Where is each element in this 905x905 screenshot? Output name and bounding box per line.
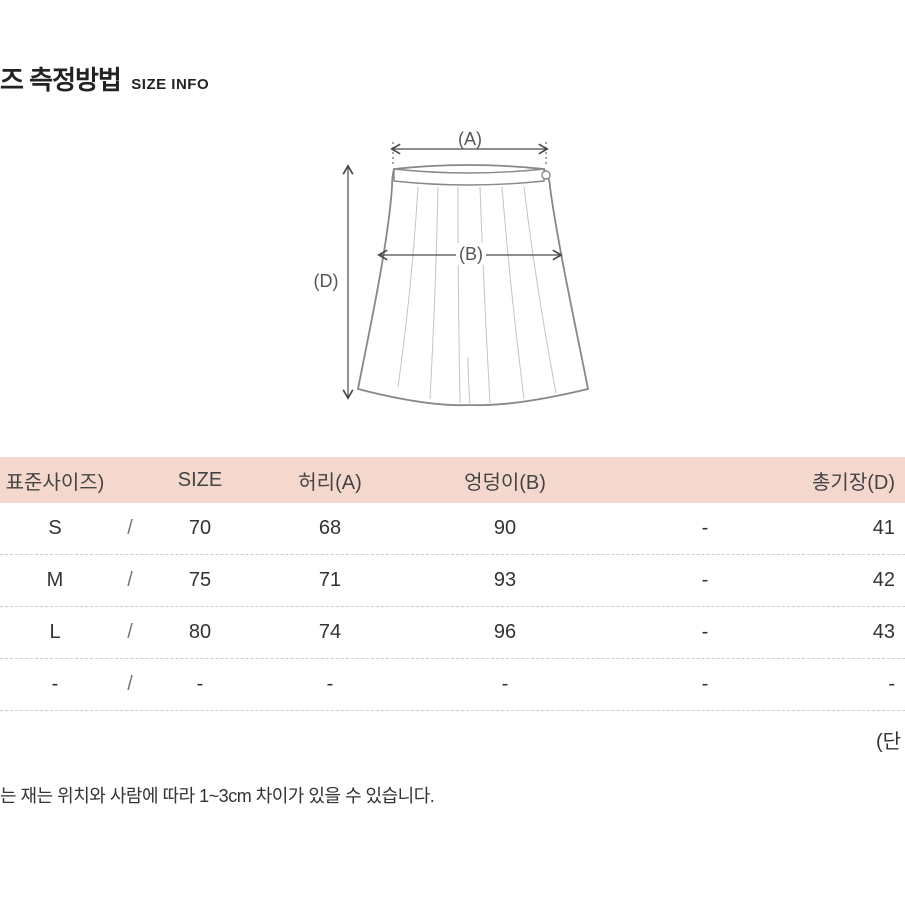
cell-hip: 93: [410, 569, 600, 592]
cell-standard: L: [0, 621, 110, 644]
cell-standard: S: [0, 517, 110, 540]
th-size: SIZE: [150, 469, 250, 492]
cell-length: -: [810, 673, 905, 696]
table-header-row: 표준사이즈) SIZE 허리(A) 엉덩이(B) 총기장(D): [0, 457, 905, 503]
heading-kr: 즈 측정방법: [0, 65, 121, 95]
cell-length: 42: [810, 569, 905, 592]
cell-blank: -: [600, 569, 810, 592]
th-standard: 표준사이즈): [0, 466, 110, 495]
cell-slash: /: [110, 673, 150, 696]
cell-size: 80: [150, 621, 250, 644]
cell-blank: -: [600, 673, 810, 696]
measurement-diagram: (A) (D) (B): [0, 127, 905, 417]
measurement-note: 는 재는 위치와 사람에 따라 1~3cm 차이가 있을 수 있습니다.: [0, 782, 905, 808]
table-row: S / 70 68 90 - 41: [0, 503, 905, 555]
cell-waist: -: [250, 673, 410, 696]
diagram-label-b: (B): [459, 244, 483, 264]
th-waist: 허리(A): [250, 466, 410, 495]
cell-size: 70: [150, 517, 250, 540]
skirt-diagram-svg: (A) (D) (B): [288, 127, 618, 417]
table-row: - / - - - - -: [0, 659, 905, 711]
cell-waist: 71: [250, 569, 410, 592]
cell-hip: -: [410, 673, 600, 696]
th-hip: 엉덩이(B): [410, 466, 600, 495]
diagram-label-d: (D): [313, 271, 338, 291]
cell-slash: /: [110, 569, 150, 592]
cell-standard: -: [0, 673, 110, 696]
cell-hip: 90: [410, 517, 600, 540]
cell-length: 41: [810, 517, 905, 540]
cell-waist: 74: [250, 621, 410, 644]
cell-hip: 96: [410, 621, 600, 644]
heading-en: SIZE INFO: [131, 76, 209, 93]
cell-length: 43: [810, 621, 905, 644]
cell-standard: M: [0, 569, 110, 592]
size-table: 표준사이즈) SIZE 허리(A) 엉덩이(B) 총기장(D) S / 70 6…: [0, 457, 905, 711]
cell-size: -: [150, 673, 250, 696]
cell-blank: -: [600, 517, 810, 540]
section-heading: 즈 측정방법 SIZE INFO: [0, 60, 905, 97]
table-row: M / 75 71 93 - 42: [0, 555, 905, 607]
cell-slash: /: [110, 621, 150, 644]
diagram-label-a: (A): [458, 129, 482, 149]
cell-blank: -: [600, 621, 810, 644]
th-length: 총기장(D): [810, 466, 905, 495]
cell-waist: 68: [250, 517, 410, 540]
cell-size: 75: [150, 569, 250, 592]
table-row: L / 80 74 96 - 43: [0, 607, 905, 659]
cell-slash: /: [110, 517, 150, 540]
unit-label: (단: [0, 711, 905, 754]
